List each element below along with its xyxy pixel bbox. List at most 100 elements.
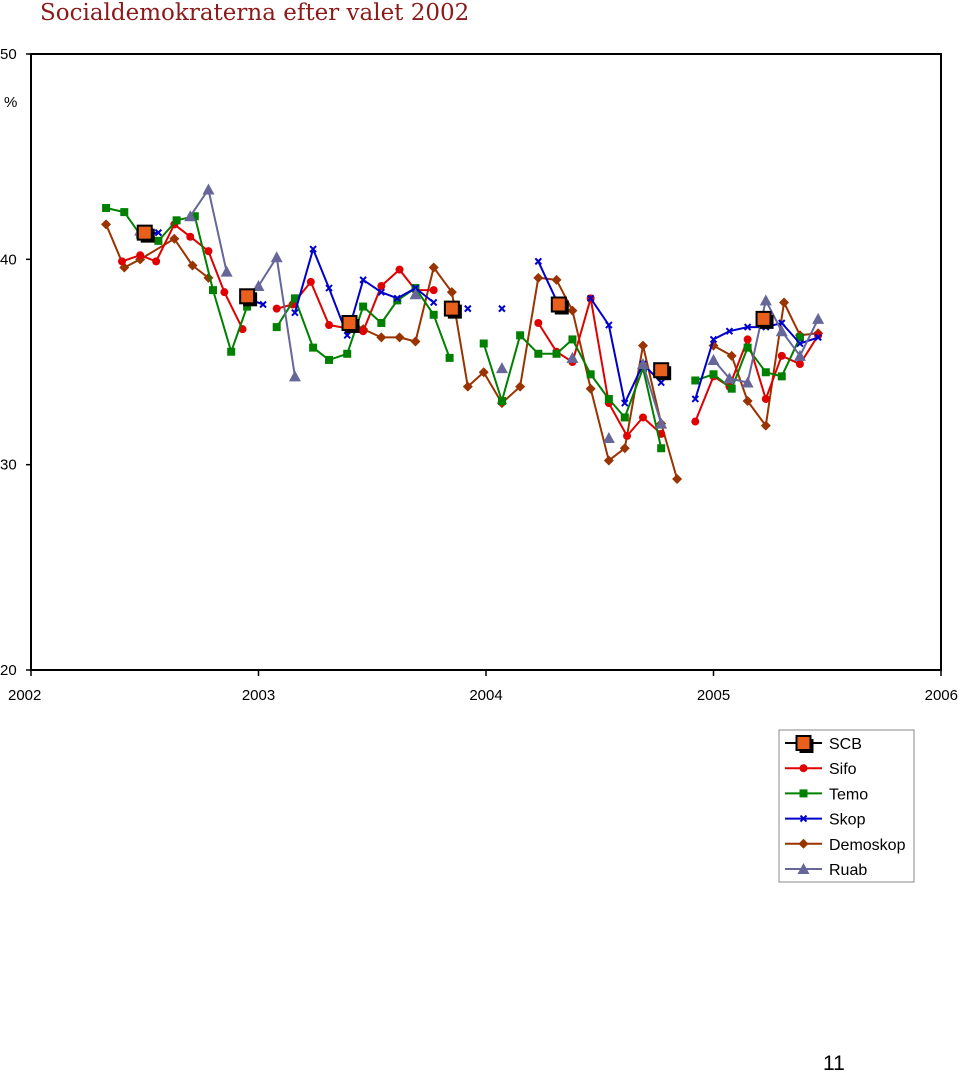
data-point-temo — [227, 347, 236, 356]
legend-marker — [798, 838, 809, 849]
data-point-demoskop — [478, 367, 489, 378]
data-point-skop — [621, 399, 629, 407]
data-point-sifo — [325, 321, 334, 330]
data-point-sifo — [220, 288, 229, 297]
data-point-demoskop — [742, 396, 753, 407]
legend-label: Skop — [829, 812, 866, 829]
page-number: 11 — [823, 1052, 845, 1075]
data-point-temo — [516, 331, 525, 340]
data-point-temo — [102, 204, 111, 212]
data-point-sifo — [152, 257, 161, 266]
data-point-demoskop — [551, 274, 562, 285]
data-point-skop — [154, 228, 163, 237]
data-point-skop — [343, 331, 351, 340]
legend-marker — [797, 863, 810, 874]
data-point-demoskop — [410, 336, 421, 347]
chart-title: Socialdemokraterna efter valet 2002 — [40, 0, 470, 26]
data-point-scb — [653, 362, 670, 379]
x-tick-label: 2006 — [925, 687, 958, 704]
data-point-sifo — [204, 247, 213, 256]
data-point-sifo — [795, 360, 804, 369]
axes: 20 30 40 50 2002 2003 2004 2005 2006 — [0, 46, 958, 704]
series-ruab — [134, 183, 825, 443]
data-point-temo — [309, 343, 318, 352]
data-point-skop — [393, 294, 401, 303]
plot-frame — [30, 53, 942, 671]
data-point-sifo — [623, 431, 632, 440]
data-point-temo — [777, 372, 786, 381]
data-point-sifo — [136, 251, 145, 260]
data-point-skop — [709, 335, 718, 344]
data-point-temo — [445, 353, 454, 362]
data-point-ruab — [220, 265, 233, 277]
data-point-sifo — [395, 265, 404, 274]
data-point-ruab — [707, 353, 720, 365]
data-point-temo — [497, 397, 506, 406]
data-point-ruab — [270, 251, 283, 263]
data-point-ruab — [202, 183, 215, 195]
data-point-scb — [341, 314, 358, 331]
data-point-temo — [343, 349, 352, 358]
data-point-skop — [605, 321, 613, 329]
data-point-temo — [325, 355, 334, 364]
data-point-temo — [120, 208, 129, 217]
data-point-skop — [498, 304, 506, 313]
y-tick-label: 50 — [0, 46, 17, 63]
data-point-skop — [796, 339, 804, 348]
data-point-sifo — [377, 282, 386, 291]
data-point-skop — [464, 304, 472, 313]
legend-marker — [795, 735, 812, 751]
legend-marker — [799, 814, 808, 823]
series-temo — [102, 204, 804, 453]
data-point-sifo — [272, 304, 281, 313]
data-point-temo — [586, 370, 595, 379]
data-point-sifo — [534, 318, 543, 327]
data-point-demoskop — [567, 305, 578, 316]
data-point-temo — [290, 294, 299, 303]
data-point-temo — [154, 236, 163, 245]
data-point-temo — [359, 302, 368, 311]
data-point-demoskop — [603, 455, 614, 466]
data-point-demoskop — [619, 443, 630, 454]
data-point-ruab — [495, 362, 508, 374]
data-point-ruab — [184, 210, 197, 222]
data-point-demoskop — [760, 420, 771, 431]
series-demoskop — [101, 219, 824, 485]
legend-marker — [799, 789, 808, 798]
legend-label: Demoskop — [829, 837, 906, 854]
y-tick-label: 40 — [0, 251, 17, 268]
legend-label: SCB — [829, 736, 862, 753]
data-point-demoskop — [446, 287, 457, 298]
y-tick-label: 20 — [0, 662, 17, 679]
data-point-scb — [443, 300, 460, 317]
data-point-temo — [534, 349, 543, 358]
data-point-temo — [795, 333, 804, 342]
x-tick-label: 2003 — [242, 687, 275, 704]
data-point-ruab — [793, 349, 806, 361]
data-point-demoskop — [428, 262, 439, 273]
data-point-temo — [604, 394, 613, 403]
data-point-demoskop — [169, 233, 180, 244]
data-point-skop — [309, 245, 317, 253]
data-point-ruab — [723, 372, 736, 384]
legend-box — [778, 729, 915, 883]
data-point-sifo — [186, 232, 195, 241]
series-group — [101, 183, 825, 485]
data-point-skop — [691, 395, 700, 403]
data-point-temo — [209, 286, 217, 295]
data-point-ruab — [566, 351, 579, 363]
data-point-skop — [725, 327, 734, 335]
data-point-sifo — [359, 327, 368, 336]
data-point-sifo — [429, 286, 438, 295]
data-point-sifo — [638, 413, 647, 422]
data-point-temo — [429, 310, 438, 319]
data-point-skop — [778, 319, 786, 327]
data-point-scb — [239, 288, 256, 305]
data-point-skop — [325, 284, 333, 292]
data-point-temo — [243, 302, 252, 311]
data-point-scb — [136, 224, 153, 241]
data-point-demoskop — [672, 474, 683, 485]
data-point-demoskop — [187, 260, 198, 271]
legend-label: Ruab — [829, 862, 867, 879]
